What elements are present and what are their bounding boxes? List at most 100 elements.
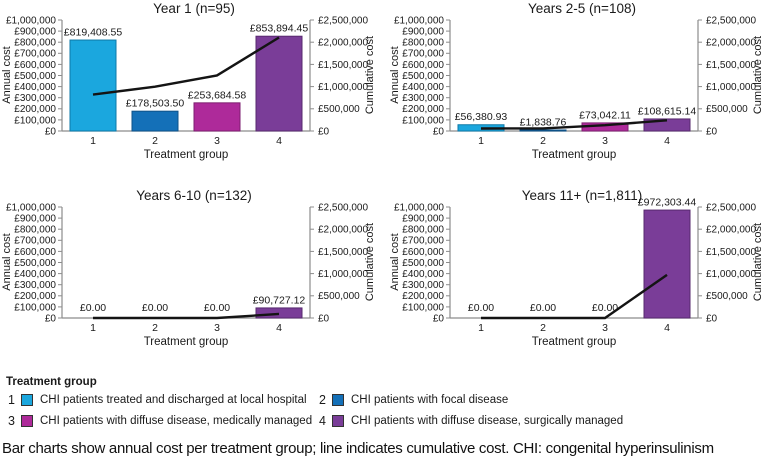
- chart-panel-years-6-10: Years 6-10 (n=132) Annual cost Cumulativ…: [0, 187, 388, 374]
- chart-title: Years 6-10 (n=132): [136, 188, 252, 203]
- x-axis-title: Treatment group: [144, 149, 229, 161]
- x-tick-label: 4: [664, 322, 670, 334]
- bar-value-label: £853,894.45: [250, 23, 309, 35]
- bar-group-4: [255, 307, 303, 319]
- chart-title: Year 1 (n=95): [153, 1, 235, 16]
- left-tick-label: £600,000: [14, 247, 56, 258]
- bar-value-label: £178,503.50: [126, 98, 185, 110]
- left-tick-label: £300,000: [402, 280, 444, 291]
- x-tick-label: 2: [152, 135, 158, 147]
- legend-item-2: 2 CHI patients with focal disease: [317, 393, 777, 407]
- bar-value-label: £73,042.11: [579, 109, 631, 121]
- left-tick-label: £400,000: [402, 269, 444, 280]
- legend-swatch-group-4: [332, 415, 344, 427]
- left-tick-label: £100,000: [14, 115, 56, 126]
- right-tick-label: £1,500,000: [318, 247, 368, 258]
- bar-group-1: [69, 39, 117, 132]
- left-tick-label: £200,000: [14, 104, 56, 115]
- left-tick-label: £0: [45, 126, 57, 137]
- legend-item-label: CHI patients with diffuse disease, surgi…: [351, 415, 624, 427]
- legend-swatch-group-1: [21, 394, 33, 406]
- left-tick-label: £900,000: [14, 27, 56, 38]
- chart-canvas: £0£100,000£200,000£300,000£400,000£500,0…: [394, 15, 757, 161]
- left-tick-label: £800,000: [402, 225, 444, 236]
- left-tick-label: £300,000: [14, 280, 56, 291]
- left-tick-label: £1,000,000: [394, 15, 444, 26]
- legend-item-number: 1: [8, 393, 15, 407]
- legend-item-number: 4: [319, 414, 326, 428]
- left-tick-label: £700,000: [402, 49, 444, 60]
- cumulative-cost-line: [93, 312, 280, 320]
- bar-group-3: [193, 102, 241, 132]
- legend-swatch-group-2: [332, 394, 344, 406]
- x-tick-label: 4: [276, 322, 282, 334]
- left-tick-label: £100,000: [402, 302, 444, 313]
- left-tick-label: £200,000: [402, 291, 444, 302]
- cumulative-cost-line: [481, 273, 668, 320]
- left-tick-label: £200,000: [14, 291, 56, 302]
- chart-panel-years-11-plus: Years 11+ (n=1,811) Annual cost Cumulati…: [388, 187, 776, 374]
- left-tick-label: £200,000: [402, 104, 444, 115]
- left-tick-label: £800,000: [14, 225, 56, 236]
- legend-item-3: 3 CHI patients with diffuse disease, med…: [6, 414, 317, 428]
- chart-panel-years-2-5: Years 2-5 (n=108) Annual cost Cumulative…: [388, 0, 776, 187]
- x-tick-label: 4: [276, 135, 282, 147]
- left-tick-label: £100,000: [14, 302, 56, 313]
- x-tick-label: 1: [478, 322, 484, 334]
- x-tick-label: 1: [90, 322, 96, 334]
- figure-caption: Bar charts show annual cost per treatmen…: [2, 440, 714, 457]
- right-tick-label: £2,000,000: [706, 38, 756, 49]
- x-axis-title: Treatment group: [532, 336, 617, 348]
- left-tick-label: £1,000,000: [6, 15, 56, 26]
- right-tick-label: £0: [318, 313, 330, 324]
- charts-grid: Year 1 (n=95) Annual cost Cumulative cos…: [0, 0, 776, 374]
- right-tick-label: £1,000,000: [706, 82, 756, 93]
- right-tick-label: £0: [706, 313, 718, 324]
- left-tick-label: £500,000: [14, 71, 56, 82]
- legend-item-number: 3: [8, 414, 15, 428]
- right-tick-label: £500,000: [318, 291, 360, 302]
- right-tick-label: £1,000,000: [318, 82, 368, 93]
- right-tick-label: £0: [318, 126, 330, 137]
- right-tick-label: £2,500,000: [706, 15, 756, 26]
- left-tick-label: £0: [45, 313, 57, 324]
- x-tick-label: 4: [664, 135, 670, 147]
- chart-title: Years 2-5 (n=108): [528, 1, 636, 16]
- left-tick-label: £600,000: [402, 247, 444, 258]
- right-tick-label: £1,500,000: [318, 60, 368, 71]
- left-tick-label: £900,000: [402, 27, 444, 38]
- legend-item-label: CHI patients with focal disease: [351, 394, 509, 406]
- x-tick-label: 1: [90, 135, 96, 147]
- bar-group-2: [131, 110, 179, 132]
- bar-group-4: [643, 209, 691, 319]
- left-tick-label: £0: [433, 313, 445, 324]
- left-tick-label: £900,000: [14, 214, 56, 225]
- chart-title: Years 11+ (n=1,811): [521, 188, 643, 203]
- right-tick-label: £2,000,000: [318, 38, 368, 49]
- bar-value-label: £972,303.44: [638, 197, 697, 209]
- x-axis-title: Treatment group: [144, 336, 229, 348]
- left-tick-label: £800,000: [14, 38, 56, 49]
- left-tick-label: £100,000: [402, 115, 444, 126]
- right-tick-label: £2,500,000: [706, 202, 756, 213]
- left-tick-label: £300,000: [402, 93, 444, 104]
- left-tick-label: £300,000: [14, 93, 56, 104]
- x-tick-label: 2: [152, 322, 158, 334]
- left-tick-label: £0: [433, 126, 445, 137]
- bar-value-label: £90,727.12: [253, 294, 306, 306]
- chart-panel-year-1: Year 1 (n=95) Annual cost Cumulative cos…: [0, 0, 388, 187]
- left-tick-label: £700,000: [402, 236, 444, 247]
- x-axis-title: Treatment group: [532, 149, 617, 161]
- right-tick-label: £500,000: [318, 104, 360, 115]
- left-tick-label: £500,000: [402, 71, 444, 82]
- left-tick-label: £800,000: [402, 38, 444, 49]
- cumulative-cost-line: [92, 36, 280, 96]
- chart-canvas: £0£100,000£200,000£300,000£400,000£500,0…: [6, 202, 369, 348]
- bar-value-label: £0.00: [80, 302, 106, 314]
- right-tick-label: £1,500,000: [706, 247, 756, 258]
- legend-item-label: CHI patients treated and discharged at l…: [40, 394, 307, 406]
- bar-value-label: £1,838.76: [520, 117, 567, 129]
- legend-grid: 1 CHI patients treated and discharged at…: [6, 393, 777, 428]
- legend-title: Treatment group: [6, 376, 97, 388]
